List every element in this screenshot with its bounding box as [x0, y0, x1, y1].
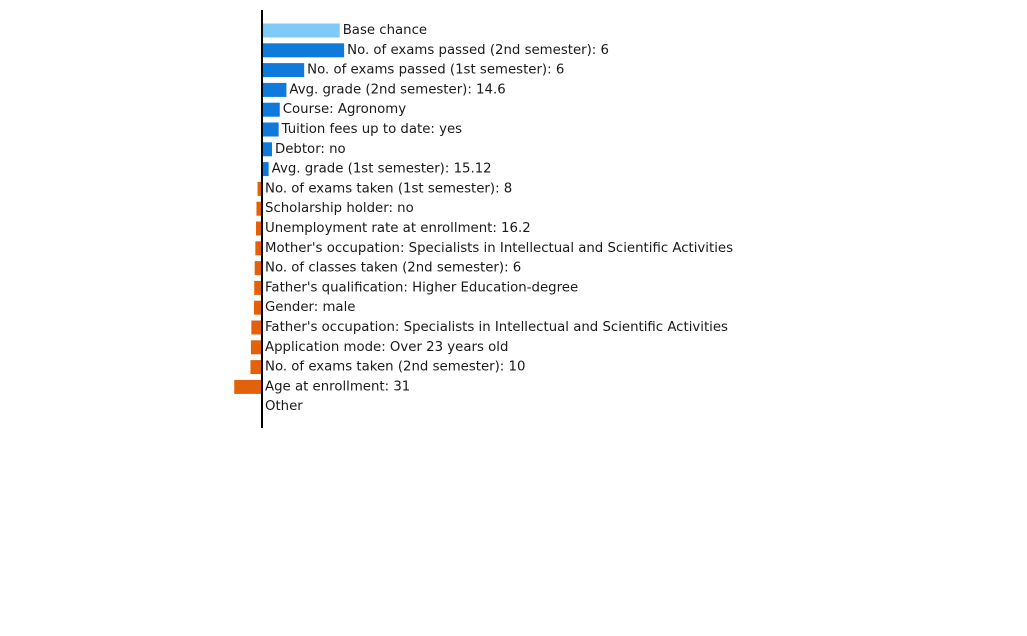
- bar-label-8: No. of exams taken (1st semester): 8: [265, 181, 512, 196]
- bar-label-12: No. of classes taken (2nd semester): 6: [265, 261, 521, 276]
- bar-5: [262, 122, 279, 137]
- bar-13: [254, 280, 262, 295]
- bar-label-19: Other: [265, 399, 303, 414]
- bar-8: [257, 181, 262, 196]
- bar-9: [256, 201, 262, 216]
- bars-group: [234, 23, 345, 394]
- bar-label-0: Base chance: [343, 23, 427, 38]
- bar-label-5: Tuition fees up to date: yes: [281, 122, 463, 137]
- bar-label-17: No. of exams taken (2nd semester): 10: [265, 360, 525, 375]
- bar-label-14: Gender: male: [265, 300, 355, 315]
- bar-1: [262, 43, 345, 58]
- bar-label-1: No. of exams passed (2nd semester): 6: [347, 43, 609, 58]
- bar-7: [262, 162, 269, 177]
- bar-6: [262, 142, 272, 157]
- bar-12: [254, 261, 262, 276]
- bar-label-9: Scholarship holder: no: [265, 201, 414, 216]
- bar-label-13: Father's qualification: Higher Education…: [265, 280, 578, 295]
- bar-4: [262, 102, 280, 117]
- bar-label-18: Age at enrollment: 31: [265, 379, 410, 394]
- bar-18: [234, 379, 262, 394]
- bar-15: [251, 320, 262, 335]
- bar-10: [256, 221, 262, 236]
- bar-16: [250, 340, 262, 355]
- bar-0: [262, 23, 340, 38]
- bar-label-2: No. of exams passed (1st semester): 6: [307, 63, 564, 78]
- bar-label-7: Avg. grade (1st semester): 15.12: [272, 162, 492, 177]
- bar-3: [262, 82, 287, 97]
- bar-label-6: Debtor: no: [275, 142, 346, 157]
- bar-14: [254, 300, 262, 315]
- bar-17: [250, 360, 262, 375]
- bar-label-4: Course: Agronomy: [283, 102, 406, 117]
- bar-label-10: Unemployment rate at enrollment: 16.2: [265, 221, 531, 236]
- bar-label-16: Application mode: Over 23 years old: [265, 340, 508, 355]
- bar-11: [255, 241, 262, 256]
- bar-label-3: Avg. grade (2nd semester): 14.6: [289, 82, 505, 97]
- bar-label-15: Father's occupation: Specialists in Inte…: [265, 320, 728, 335]
- bar-label-11: Mother's occupation: Specialists in Inte…: [265, 241, 733, 256]
- bar-2: [262, 63, 305, 78]
- bar-labels-group: Base chance No. of exams passed (2nd seme…: [265, 23, 733, 414]
